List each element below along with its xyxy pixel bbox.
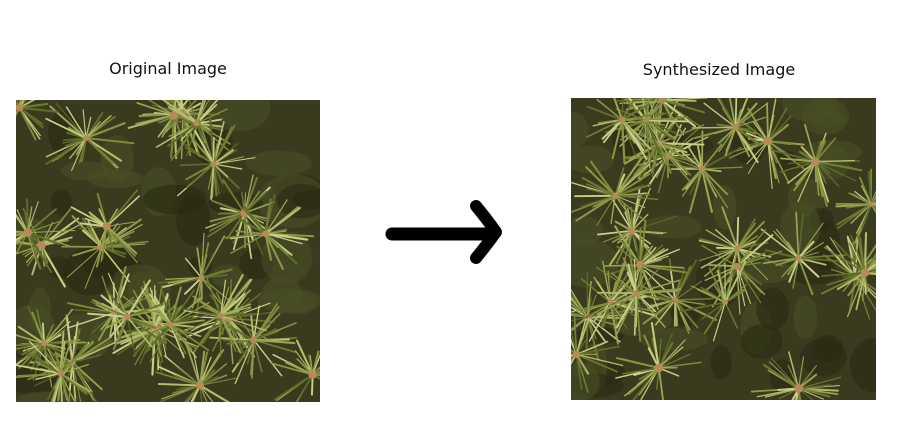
original-image <box>16 100 320 402</box>
original-image-caption: Original Image <box>109 59 227 78</box>
synthesized-image <box>571 98 876 400</box>
pine-texture-synthesized <box>571 98 876 400</box>
pine-texture-original <box>16 100 320 402</box>
right-arrow-icon <box>385 200 502 264</box>
synthesized-image-caption: Synthesized Image <box>642 60 796 79</box>
